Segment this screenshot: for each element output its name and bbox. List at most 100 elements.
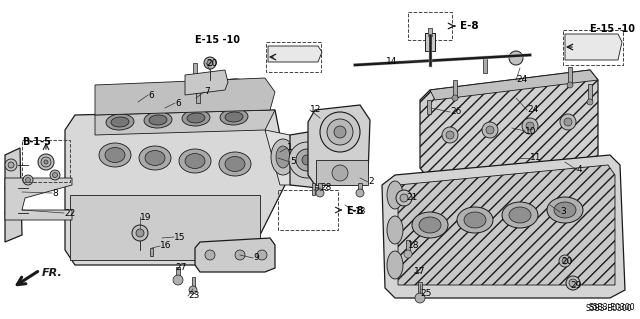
Bar bbox=[192, 277, 195, 289]
Bar bbox=[278, 190, 338, 230]
Ellipse shape bbox=[457, 207, 493, 233]
Bar bbox=[193, 63, 197, 83]
Circle shape bbox=[296, 149, 318, 171]
Ellipse shape bbox=[218, 79, 250, 97]
Text: 12: 12 bbox=[310, 106, 321, 115]
Bar bbox=[408, 12, 452, 40]
Ellipse shape bbox=[224, 83, 244, 93]
Circle shape bbox=[320, 112, 360, 152]
Circle shape bbox=[559, 255, 571, 267]
Circle shape bbox=[52, 173, 58, 177]
Circle shape bbox=[569, 279, 577, 287]
Circle shape bbox=[446, 131, 454, 139]
Text: 13: 13 bbox=[355, 207, 367, 217]
Text: 17: 17 bbox=[414, 268, 426, 277]
Text: 22: 22 bbox=[64, 209, 76, 218]
Ellipse shape bbox=[110, 92, 130, 102]
Text: 6: 6 bbox=[148, 91, 154, 100]
Text: 7: 7 bbox=[204, 87, 210, 97]
Text: 29: 29 bbox=[570, 281, 581, 291]
Ellipse shape bbox=[220, 109, 248, 125]
Bar bbox=[312, 183, 315, 195]
Ellipse shape bbox=[387, 251, 403, 279]
Bar bbox=[150, 248, 153, 256]
Text: 24: 24 bbox=[527, 106, 538, 115]
Polygon shape bbox=[265, 130, 295, 185]
Circle shape bbox=[8, 162, 14, 168]
Text: S5B3-E0300: S5B3-E0300 bbox=[586, 304, 632, 313]
Text: 24: 24 bbox=[516, 76, 527, 85]
Text: 5: 5 bbox=[290, 158, 296, 167]
Ellipse shape bbox=[142, 84, 174, 102]
Ellipse shape bbox=[554, 202, 576, 218]
Ellipse shape bbox=[149, 115, 167, 125]
Bar bbox=[70, 195, 260, 260]
Ellipse shape bbox=[271, 139, 295, 175]
Polygon shape bbox=[5, 148, 22, 242]
Circle shape bbox=[136, 229, 144, 237]
Circle shape bbox=[482, 122, 498, 138]
Bar bbox=[483, 57, 487, 73]
Ellipse shape bbox=[106, 114, 134, 130]
Circle shape bbox=[564, 118, 572, 126]
Circle shape bbox=[415, 293, 425, 303]
Circle shape bbox=[587, 99, 593, 105]
Text: E-8: E-8 bbox=[460, 21, 479, 31]
Bar bbox=[406, 240, 410, 254]
Text: E-15 -10: E-15 -10 bbox=[590, 24, 635, 34]
Circle shape bbox=[173, 275, 183, 285]
Circle shape bbox=[356, 189, 364, 197]
Circle shape bbox=[5, 159, 17, 171]
Circle shape bbox=[44, 160, 48, 164]
Ellipse shape bbox=[182, 110, 210, 126]
Text: 2: 2 bbox=[368, 177, 374, 187]
Text: 1: 1 bbox=[287, 144, 292, 152]
Ellipse shape bbox=[225, 157, 245, 172]
Ellipse shape bbox=[180, 81, 212, 99]
Text: FR.: FR. bbox=[42, 268, 63, 278]
Circle shape bbox=[26, 177, 31, 182]
Circle shape bbox=[23, 175, 33, 185]
Circle shape bbox=[205, 250, 215, 260]
Bar bbox=[316, 160, 368, 185]
Ellipse shape bbox=[148, 87, 168, 99]
Polygon shape bbox=[420, 70, 598, 178]
Circle shape bbox=[327, 119, 353, 145]
Bar bbox=[428, 28, 432, 36]
Polygon shape bbox=[268, 46, 322, 62]
Circle shape bbox=[509, 51, 523, 65]
Bar bbox=[318, 183, 322, 193]
Ellipse shape bbox=[111, 117, 129, 127]
Ellipse shape bbox=[219, 152, 251, 176]
Text: 23: 23 bbox=[188, 292, 200, 300]
Circle shape bbox=[289, 142, 325, 178]
Bar bbox=[563, 30, 623, 65]
Circle shape bbox=[204, 57, 216, 69]
Ellipse shape bbox=[105, 147, 125, 162]
Polygon shape bbox=[565, 34, 622, 60]
Circle shape bbox=[189, 286, 197, 294]
Circle shape bbox=[452, 95, 458, 101]
Ellipse shape bbox=[104, 88, 136, 106]
Ellipse shape bbox=[144, 112, 172, 128]
Ellipse shape bbox=[412, 212, 448, 238]
Text: E-15 -10: E-15 -10 bbox=[195, 35, 240, 45]
Circle shape bbox=[566, 276, 580, 290]
Ellipse shape bbox=[276, 146, 290, 168]
Polygon shape bbox=[195, 238, 275, 272]
Text: 16: 16 bbox=[160, 241, 172, 250]
Text: S5B3-E0300: S5B3-E0300 bbox=[588, 303, 635, 312]
Circle shape bbox=[302, 155, 312, 165]
Text: 3: 3 bbox=[560, 207, 566, 217]
Circle shape bbox=[396, 190, 412, 206]
Polygon shape bbox=[65, 110, 285, 265]
Circle shape bbox=[562, 258, 568, 264]
Text: 25: 25 bbox=[420, 288, 431, 298]
Bar bbox=[568, 67, 572, 83]
Polygon shape bbox=[185, 70, 228, 95]
Bar bbox=[22, 140, 70, 182]
Circle shape bbox=[8, 185, 14, 191]
Text: 20: 20 bbox=[206, 58, 218, 68]
Ellipse shape bbox=[185, 153, 205, 168]
Polygon shape bbox=[430, 70, 598, 100]
